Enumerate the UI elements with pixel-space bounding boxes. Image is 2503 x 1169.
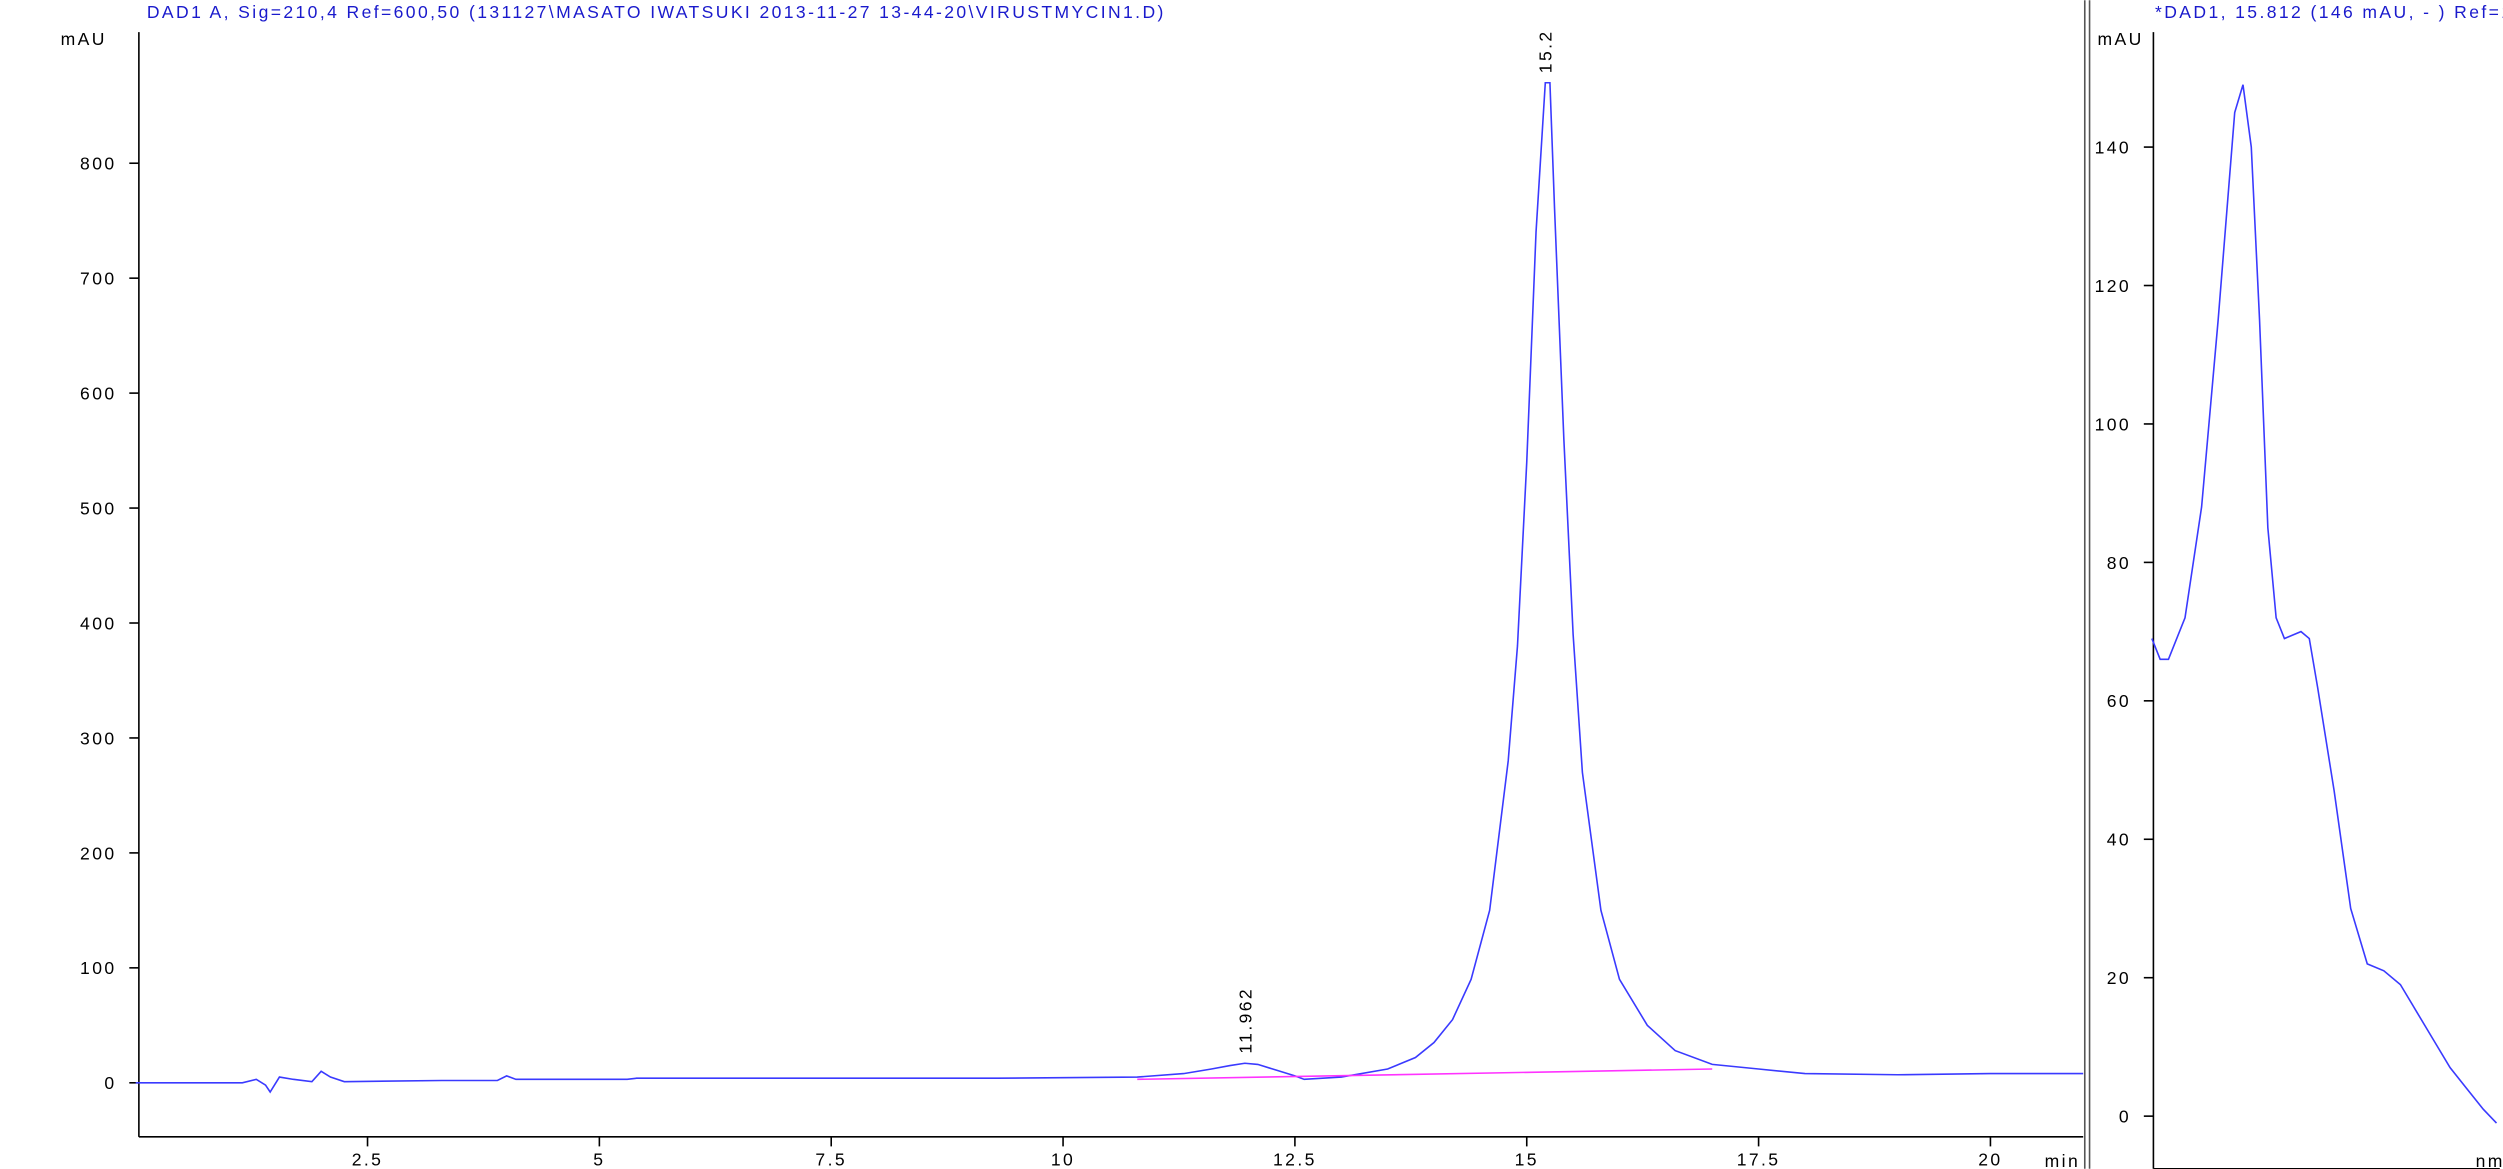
x-tick-label: 20 xyxy=(1978,1150,2002,1169)
x-axis-label: min xyxy=(2045,1151,2080,1169)
signal-line xyxy=(135,81,2084,1094)
y-tick-label: 140 xyxy=(2095,137,2131,157)
signal-line xyxy=(2151,84,2498,1124)
peak-label: 11.962 xyxy=(1235,987,1255,1054)
x-tick-label: 5 xyxy=(593,1150,605,1169)
y-axis-label: mAU xyxy=(2098,29,2144,49)
y-tick-label: 400 xyxy=(80,613,116,633)
signal-line xyxy=(1137,1068,1713,1081)
y-tick-label: 600 xyxy=(80,383,116,403)
x-axis-label: nm xyxy=(2476,1151,2503,1169)
y-tick-label: 0 xyxy=(104,1073,116,1093)
x-tick-label: 10 xyxy=(1051,1150,1075,1169)
x-tick-label: 17.5 xyxy=(1737,1150,1781,1169)
y-tick-label: 40 xyxy=(2107,830,2131,850)
y-tick-label: 700 xyxy=(80,269,116,289)
y-tick-label: 80 xyxy=(2107,553,2131,573)
y-tick-label: 300 xyxy=(80,728,116,748)
y-tick-label: 120 xyxy=(2095,276,2131,296)
y-tick-label: 100 xyxy=(80,958,116,978)
y-tick-label: 800 xyxy=(80,154,116,174)
y-tick-label: 500 xyxy=(80,498,116,518)
y-tick-label: 0 xyxy=(2119,1107,2131,1127)
y-tick-label: 60 xyxy=(2107,691,2131,711)
chart-title: *DAD1, 15.812 (146 mAU, - ) Ref=13.165 & xyxy=(2155,2,2503,22)
y-axis-label: mAU xyxy=(61,29,107,49)
peak-label: 15.2 xyxy=(1536,29,1556,73)
x-tick-label: 2.5 xyxy=(352,1150,384,1169)
y-tick-label: 200 xyxy=(80,843,116,863)
y-tick-label: 100 xyxy=(2095,414,2131,434)
x-tick-label: 15 xyxy=(1515,1150,1539,1169)
x-tick-label: 12.5 xyxy=(1273,1150,1317,1169)
y-tick-label: 20 xyxy=(2107,968,2131,988)
x-tick-label: 7.5 xyxy=(815,1150,847,1169)
chart-title: DAD1 A, Sig=210,4 Ref=600,50 (131127\MAS… xyxy=(147,2,1166,22)
